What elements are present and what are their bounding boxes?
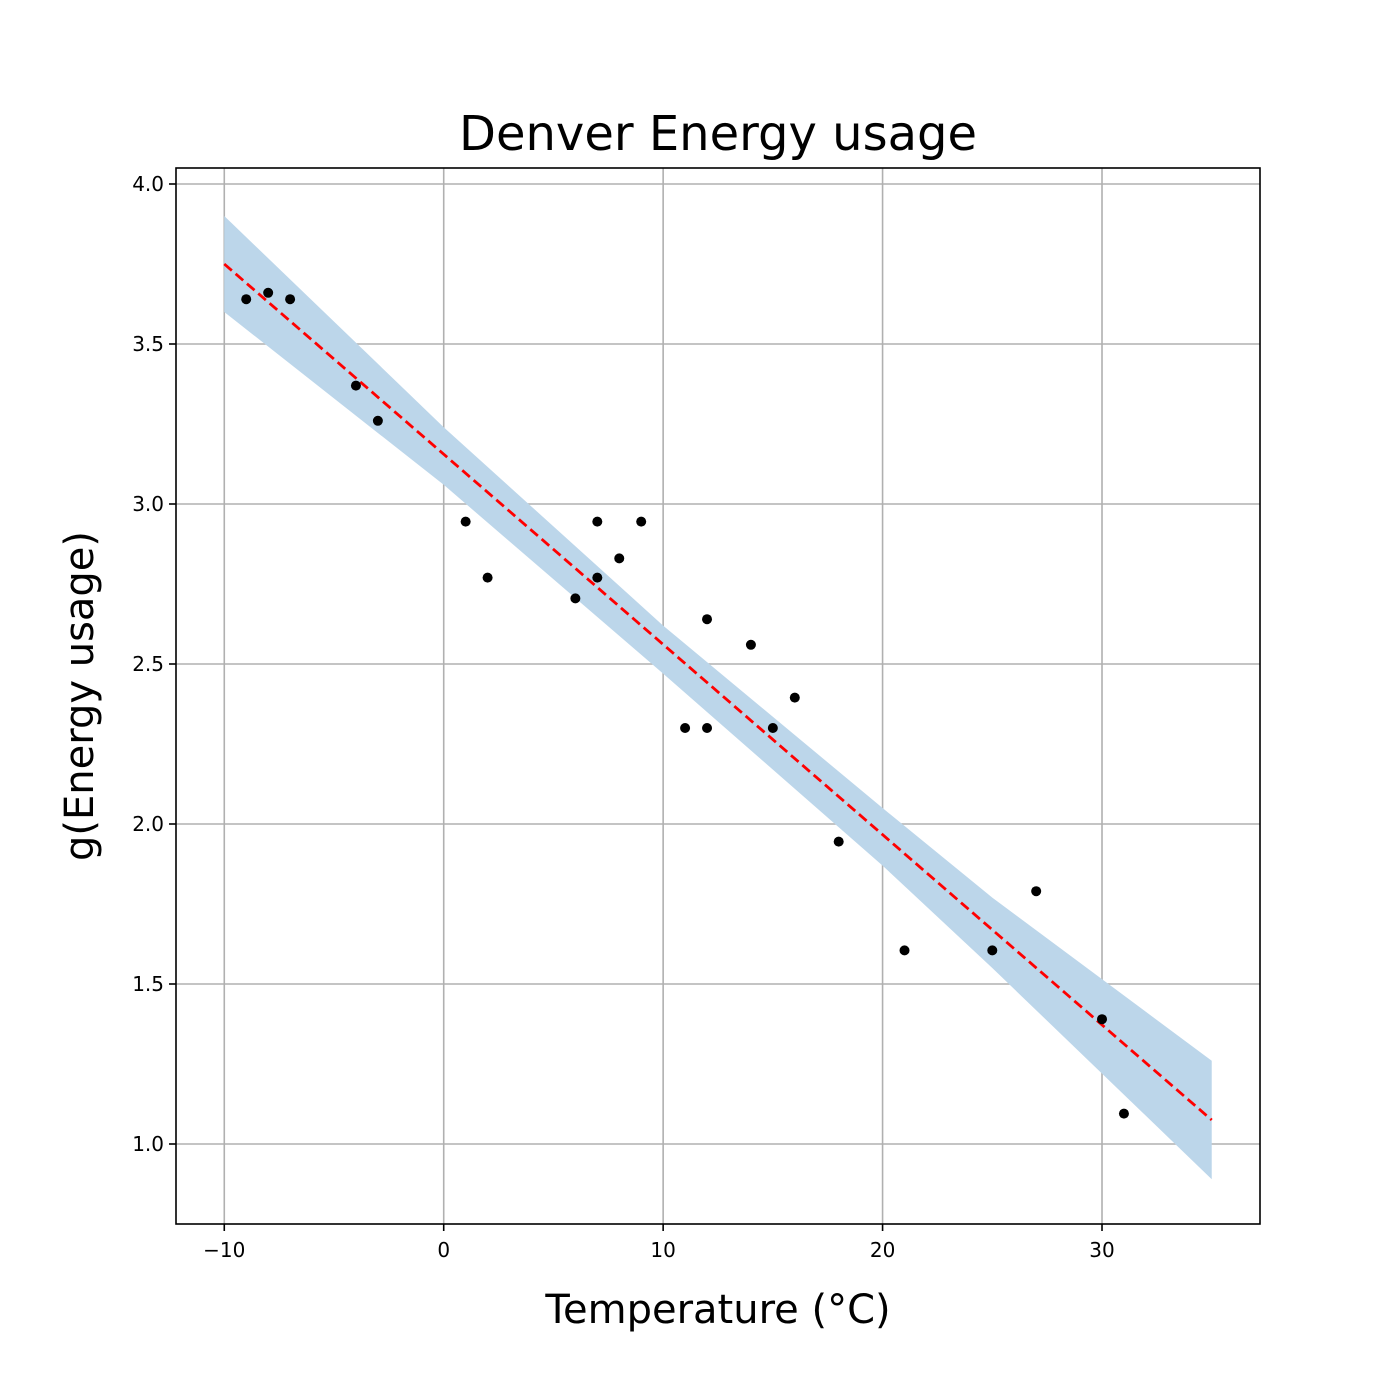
data-point (899, 945, 910, 956)
y-tick-label: 1.0 (132, 1132, 164, 1156)
data-point (592, 572, 603, 583)
data-point (702, 723, 713, 733)
y-axis-title: g(Energy usage) (57, 531, 103, 861)
y-tick-label: 2.5 (132, 652, 164, 676)
data-point (263, 287, 274, 298)
data-points-layer (241, 287, 1129, 1119)
x-tick-label: 20 (870, 1238, 895, 1262)
data-point (592, 516, 603, 527)
confidence-band (224, 216, 1212, 1180)
data-point (482, 572, 493, 583)
y-tick-label: 3.0 (132, 492, 164, 516)
y-tick-label: 2.0 (132, 812, 164, 836)
fit-line (223, 262, 1213, 1122)
x-tick-label: 30 (1089, 1238, 1114, 1262)
data-point (833, 836, 844, 847)
confidence-band-layer (224, 216, 1212, 1180)
y-axis-ticks: 1.0 1.5 2.0 2.5 3.0 3.5 4.0 (132, 172, 176, 1156)
x-axis-ticks: −10 0 10 20 30 (203, 1224, 1115, 1262)
data-point (680, 723, 691, 733)
x-tick-label: 10 (650, 1238, 675, 1262)
data-point (1097, 1014, 1108, 1025)
data-point (372, 415, 383, 426)
data-point (614, 553, 625, 564)
x-tick-label: −10 (203, 1238, 245, 1262)
y-tick-label: 4.0 (132, 172, 164, 196)
data-point (745, 639, 756, 650)
y-tick-label: 3.5 (132, 332, 164, 356)
y-tick-label: 1.5 (132, 972, 164, 996)
data-point (460, 516, 471, 527)
fit-line-layer (223, 262, 1213, 1122)
chart-title: Denver Energy usage (459, 106, 977, 162)
data-point (241, 294, 252, 305)
data-point (987, 945, 998, 956)
data-point (767, 723, 778, 733)
data-point (285, 294, 296, 305)
x-tick-label: 0 (437, 1238, 450, 1262)
data-point (789, 692, 800, 703)
data-point (702, 614, 713, 625)
data-point (1031, 886, 1042, 897)
data-point (636, 516, 647, 527)
x-axis-title: Temperature (°C) (544, 1287, 890, 1333)
plot-frame (175, 167, 1261, 1225)
data-point (350, 380, 361, 391)
data-point (1118, 1108, 1129, 1119)
data-point (570, 593, 581, 604)
